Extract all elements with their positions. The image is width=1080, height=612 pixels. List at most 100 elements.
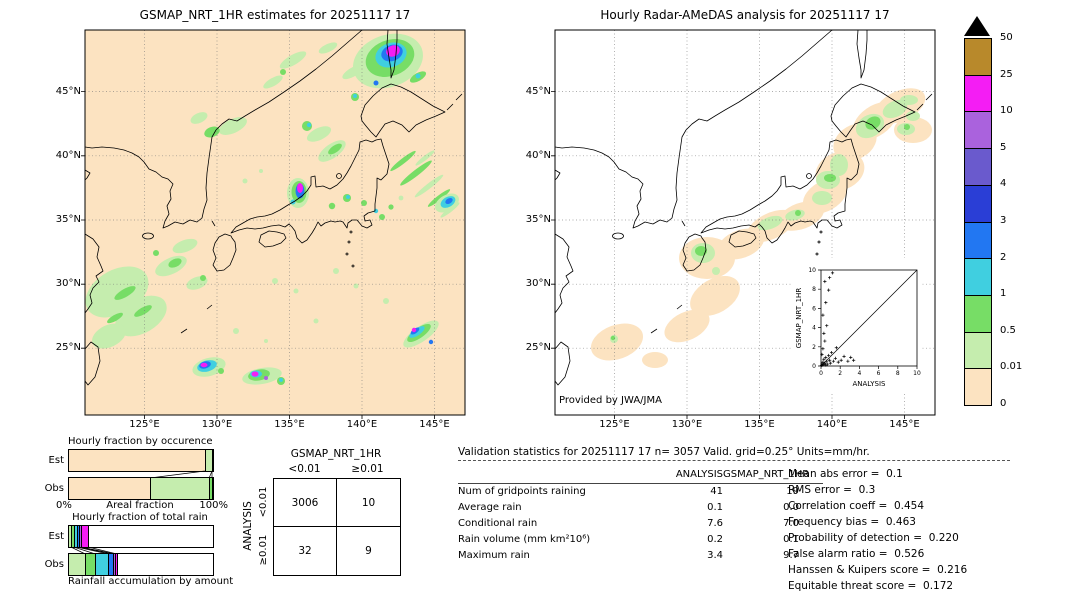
svg-text:10: 10 xyxy=(913,370,921,377)
lon-tick-label: 135°E xyxy=(274,419,305,430)
obs-occurrence-bar xyxy=(68,477,214,500)
colorbar-tick-label: 50 xyxy=(1000,32,1013,43)
col-header: <0.01 xyxy=(288,463,321,475)
colorbar-tick-label: 2 xyxy=(1000,251,1007,263)
svg-text:2: 2 xyxy=(838,370,842,377)
areal-fraction-chart: Hourly fraction by occurence Est Obs 0% … xyxy=(40,436,240,524)
lat-tick-label: 25°N xyxy=(55,342,81,354)
bar-segment xyxy=(69,478,152,499)
colorbar-segment xyxy=(965,75,991,113)
stat-value: 41 xyxy=(710,486,723,497)
bar-segment xyxy=(210,478,213,499)
colorbar-segment xyxy=(965,149,991,186)
inset-scatter-plot: 00 2 2 4 4 6 6 8 8 10 10 ANALYSIS GSMAP_NRT_1HR xyxy=(793,258,921,392)
stat-value: 19 xyxy=(786,486,799,497)
lat-tick-label: 25°N xyxy=(525,342,551,354)
stat-label: Rain volume (mm km²10⁶) xyxy=(458,534,591,545)
one-to-one-line xyxy=(820,269,918,367)
dashed-divider xyxy=(458,460,1010,461)
radar-map-canvas: 00 2 2 4 4 6 6 8 8 10 10 ANALYSIS GSMAP_NRT_1HR xyxy=(551,29,936,419)
contingency-value: 32 xyxy=(274,527,337,575)
colorbar-tick-label: 0.01 xyxy=(1000,361,1023,373)
axis-title: Areal fraction xyxy=(106,500,174,511)
colorbar-segment xyxy=(965,332,991,370)
stat-value: 3.4 xyxy=(707,550,723,561)
colorbar-segment xyxy=(965,222,991,260)
gsmap-map-canvas xyxy=(81,29,466,419)
svg-text:4: 4 xyxy=(812,325,816,332)
colorbar-segment xyxy=(965,39,991,76)
stat-label: Conditional rain xyxy=(458,518,538,529)
category-label-obs: Obs xyxy=(44,559,64,570)
stat-value: 7.6 xyxy=(707,518,723,529)
colorbar-labels: 50 25 10 5 4 3 2 1 0.5 0.01 0 xyxy=(1000,32,1040,409)
score-line: Mean abs error = 0.1 xyxy=(788,468,903,480)
colorbar-tick-label: 0.5 xyxy=(1000,324,1016,336)
colorbar-tick-label: 25 xyxy=(1000,68,1013,80)
chart-caption: Rainfall accumulation by amount xyxy=(68,576,234,587)
stat-label: Average rain xyxy=(458,502,522,513)
gsmap-precipitation-areas xyxy=(85,33,460,385)
radar-amedas-map: 0 0 2 2 4 4 6 6 8 8 10 10 ANALYSIS GSMAP_NRT_1HR xyxy=(551,29,936,419)
contingency-row-axis: ANALYSIS xyxy=(242,501,254,551)
bar-segment xyxy=(151,478,211,499)
inset-xlabel: ANALYSIS xyxy=(852,380,886,388)
category-label-est: Est xyxy=(48,531,64,542)
lat-tick-label: 45°N xyxy=(55,85,81,97)
score-line: RMS error = 0.3 xyxy=(788,484,876,496)
lon-tick-label: 130°E xyxy=(201,419,233,430)
contingency-table: GSMAP_NRT_1HR <0.01 ≥0.01 ANALYSIS <0.01… xyxy=(238,448,418,588)
svg-text:10: 10 xyxy=(808,267,816,274)
lat-tick-label: 35°N xyxy=(55,214,81,225)
lat-tick-label: 30°N xyxy=(525,278,551,290)
stat-value: 9.7 xyxy=(783,550,799,561)
bar-segment xyxy=(109,554,114,575)
stats-col-header: GSMAP_NRT_1HR xyxy=(723,466,823,484)
obs-totalrain-bar xyxy=(68,553,214,576)
skill-scores-list: Mean abs error = 0.1 RMS error = 0.3 Corre… xyxy=(788,466,967,594)
svg-text:6: 6 xyxy=(877,370,881,377)
colorbar-segment xyxy=(965,295,991,333)
bar-segment xyxy=(69,526,72,547)
left-map-gridlines xyxy=(85,30,465,415)
chart-title: Hourly fraction by occurence xyxy=(68,436,213,447)
contingency-col-axis: GSMAP_NRT_1HR xyxy=(290,448,382,460)
col-header: ≥0.01 xyxy=(351,463,384,475)
svg-text:0: 0 xyxy=(819,370,823,377)
bar-segment xyxy=(77,526,80,547)
left-map-axis-ticks xyxy=(81,91,435,419)
colorbar-segment xyxy=(965,185,991,223)
inset-scatter-points xyxy=(819,271,856,368)
contingency-value: 9 xyxy=(365,545,372,557)
bar-connectors xyxy=(70,546,118,555)
colorbar-tick-label: 0 xyxy=(1000,398,1007,409)
lat-tick-label: 45°N xyxy=(525,85,551,97)
colorbar: 50 25 10 5 4 3 2 1 0.5 0.01 0 xyxy=(964,16,1044,409)
bar-segment xyxy=(69,554,87,575)
lat-tick-label: 40°N xyxy=(55,149,81,161)
axis-max-label: 100% xyxy=(199,500,228,511)
category-label-est: Est xyxy=(48,455,64,466)
svg-text:6: 6 xyxy=(812,305,816,312)
score-line: Frequency bias = 0.463 xyxy=(788,516,916,528)
stat-label: Maximum rain xyxy=(458,550,530,561)
score-line: False alarm ratio = 0.526 xyxy=(788,548,925,560)
colorbar-tick-label: 10 xyxy=(1000,105,1013,117)
left-map-title: GSMAP_NRT_1HR estimates for 20251117 17 xyxy=(139,8,411,22)
total-rain-fraction-chart: Hourly fraction of total rain Est Obs Ra… xyxy=(40,512,240,600)
stat-value: 7.0 xyxy=(783,518,799,529)
colorbar-tick-label: 4 xyxy=(1000,178,1007,190)
bar-segment xyxy=(71,526,75,547)
stat-value: 0.2 xyxy=(707,534,723,545)
right-map-title: Hourly Radar-AMeDAS analysis for 2025111… xyxy=(600,8,890,22)
inset-ylabel: GSMAP_NRT_1HR xyxy=(795,288,803,349)
stats-col-header: ANALYSIS xyxy=(668,466,723,484)
empty-header-cell xyxy=(458,466,668,484)
map-credit: Provided by JWA/JMA xyxy=(559,395,662,406)
chart-title: Hourly fraction of total rain xyxy=(72,512,208,523)
bar-segment xyxy=(81,526,90,547)
lon-tick-label: 140°E xyxy=(346,419,378,430)
left-map-frame xyxy=(84,29,466,416)
lon-tick-label: 125°E xyxy=(129,419,160,430)
